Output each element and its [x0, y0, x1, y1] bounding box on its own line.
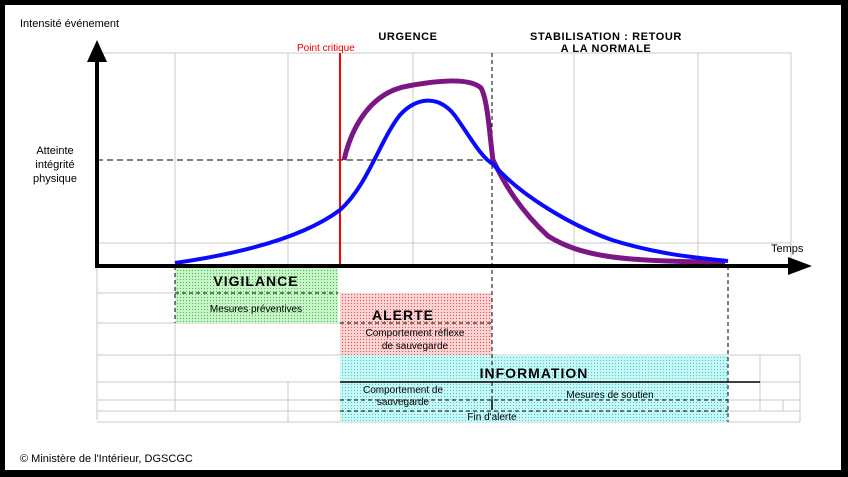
alerte-title: ALERTE: [372, 307, 434, 323]
threshold-label-line1: Atteinte: [36, 145, 73, 157]
y-axis-arrow-icon: [87, 40, 107, 62]
alerte-detail-line1: Comportement réflexe: [366, 328, 465, 339]
alerte-block: [340, 293, 492, 355]
axes: [87, 40, 812, 275]
vigilance-title: VIGILANCE: [213, 273, 298, 289]
x-axis-label: Temps: [771, 243, 804, 255]
urgence-label: URGENCE: [378, 31, 437, 43]
x-axis-arrow-icon: [788, 257, 812, 275]
phase-boundaries: [174, 53, 729, 422]
purple-curve: [341, 78, 726, 265]
phase-block-dividers: [175, 292, 728, 412]
vigilance-block: [175, 266, 338, 323]
blue-curve: [174, 98, 729, 265]
alerte-detail-line2: de sauvegarde: [382, 341, 449, 352]
stabilisation-label-line2: A LA NORMALE: [561, 43, 652, 55]
vigilance-detail: Mesures préventives: [210, 304, 302, 315]
threshold-label-line2: intégrité: [35, 159, 74, 171]
information-detail-left-line2: sauvegarde: [377, 397, 430, 408]
information-title: INFORMATION: [480, 365, 589, 381]
copyright: © Ministère de l'Intérieur, DGSCGC: [20, 453, 193, 465]
information-detail-left-line1: Comportement de: [363, 385, 443, 396]
y-axis-label: Intensité événement: [20, 18, 119, 30]
end-of-alert-label: Fin d'alerte: [467, 412, 517, 423]
threshold-label-line3: physique: [33, 173, 77, 185]
information-detail-right: Mesures de soutien: [566, 390, 653, 401]
critical-point-label: Point critique: [297, 43, 355, 54]
stabilisation-label-line1: STABILISATION : RETOUR: [530, 31, 682, 43]
